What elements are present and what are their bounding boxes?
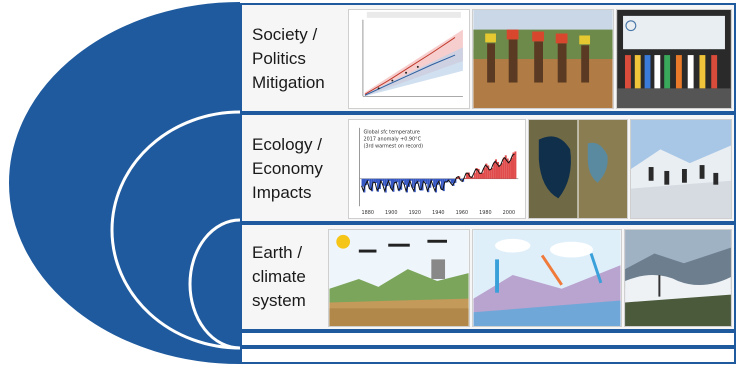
temp-year-tick: 1880: [362, 210, 374, 216]
temp-bar: [475, 168, 478, 179]
satellite-lake-photo: [528, 119, 628, 219]
people-on-glacier-photo: [630, 119, 732, 219]
temp-bar: [377, 178, 379, 192]
temp-bar: [452, 178, 455, 186]
temp-bar: [514, 151, 517, 179]
temp-bar: [431, 178, 434, 181]
temp-bar: [489, 169, 492, 179]
temp-bar: [384, 178, 387, 193]
temp-bar: [500, 163, 503, 179]
row-society-panel: Society / Politics Mitigation: [240, 3, 736, 113]
mitigation-chart-thumbnail: [348, 9, 470, 109]
bottom-strip-1: [240, 331, 736, 347]
temp-bar: [508, 161, 511, 179]
temp-bar: [425, 178, 428, 185]
mountain-clouds-photo: [624, 229, 732, 327]
temp-year-tick: 1980: [479, 210, 491, 216]
bottom-arc-line: [9, 2, 241, 364]
temp-bar: [409, 178, 412, 181]
temp-bar: [510, 158, 513, 179]
temp-year-tick: 1900: [385, 210, 397, 216]
row-ecology-label: Ecology / Economy Impacts: [252, 135, 323, 202]
temp-year-tick: 1920: [409, 210, 421, 216]
temp-note-line: (3rd warmest on record): [364, 143, 424, 149]
inner-arc-line: [188, 218, 241, 350]
temp-bar: [438, 178, 441, 182]
temp-bar: [456, 177, 459, 179]
temp-bar: [448, 178, 451, 181]
climate-cycle-illustration: [472, 229, 622, 327]
temp-bar: [396, 178, 399, 183]
temp-bar: [495, 159, 498, 179]
temp-bar: [390, 178, 393, 189]
temp-bar: [369, 178, 372, 190]
temp-bar: [382, 178, 385, 186]
earth-system-diagram: [328, 229, 470, 327]
temp-bar: [485, 163, 488, 179]
climate-conference-photo: [616, 9, 732, 109]
people-carrying-water-photo: [472, 9, 614, 109]
temp-note-line: Global sfc temperature: [364, 130, 420, 136]
row-earth-panel: Earth / climate system: [240, 223, 736, 331]
middle-arc-line: [110, 110, 241, 350]
temp-year-tick: 2000: [503, 210, 515, 216]
temp-bar: [487, 165, 490, 179]
temp-bar: [477, 168, 480, 179]
temp-bar: [502, 157, 505, 179]
temp-bar: [479, 172, 482, 179]
temp-bar: [361, 178, 364, 187]
temp-bar: [404, 178, 407, 185]
temp-bar: [402, 178, 405, 182]
temp-bar: [504, 155, 507, 179]
temp-bar: [435, 178, 438, 193]
temp-bar: [493, 162, 496, 179]
temp-bar: [460, 178, 463, 180]
temp-bar: [433, 178, 436, 188]
temp-bar: [466, 172, 468, 179]
temp-bar: [388, 178, 391, 181]
bottom-strip-2: [240, 347, 736, 364]
temp-year-tick: 1960: [456, 210, 468, 216]
temp-bar: [481, 172, 484, 179]
temperature-anomaly-chart: Global sfc temperature 2017 anomaly +0.90…: [348, 119, 526, 219]
temp-bar: [506, 158, 509, 179]
temp-bar: [373, 178, 376, 183]
temp-note-line: 2017 anomaly +0.90°C: [364, 137, 422, 143]
temp-year-tick: 1940: [432, 210, 444, 216]
temp-bar: [450, 178, 453, 184]
temp-bar: [512, 152, 515, 179]
temp-bar: [380, 178, 383, 181]
temp-bar: [419, 178, 422, 191]
temp-bar: [491, 167, 494, 179]
temp-bar: [444, 178, 447, 183]
temp-bar: [440, 178, 443, 190]
row-ecology-panel: Ecology / Economy Impacts Global sfc tem…: [240, 113, 736, 223]
temp-bar: [498, 165, 501, 179]
temp-bar: [363, 178, 366, 193]
temp-bar: [483, 167, 486, 179]
temp-bar: [367, 178, 370, 182]
outer-arc: [10, 3, 240, 363]
temp-bar: [406, 178, 408, 193]
temp-bar: [427, 178, 430, 193]
temp-bar: [464, 177, 467, 179]
temp-bar: [417, 178, 420, 182]
temp-bar: [398, 178, 401, 192]
temp-bar: [423, 178, 426, 182]
temp-bar: [469, 176, 472, 179]
temp-bar: [415, 178, 418, 184]
row-earth-label: Earth / climate system: [252, 243, 306, 310]
temp-bar: [473, 172, 476, 179]
temp-bar: [411, 178, 414, 188]
temp-bar: [497, 161, 499, 179]
temp-bar: [394, 178, 397, 184]
temp-bar: [375, 178, 378, 184]
row-society-label: Society / Politics Mitigation: [252, 25, 325, 92]
temp-bar: [471, 177, 474, 179]
